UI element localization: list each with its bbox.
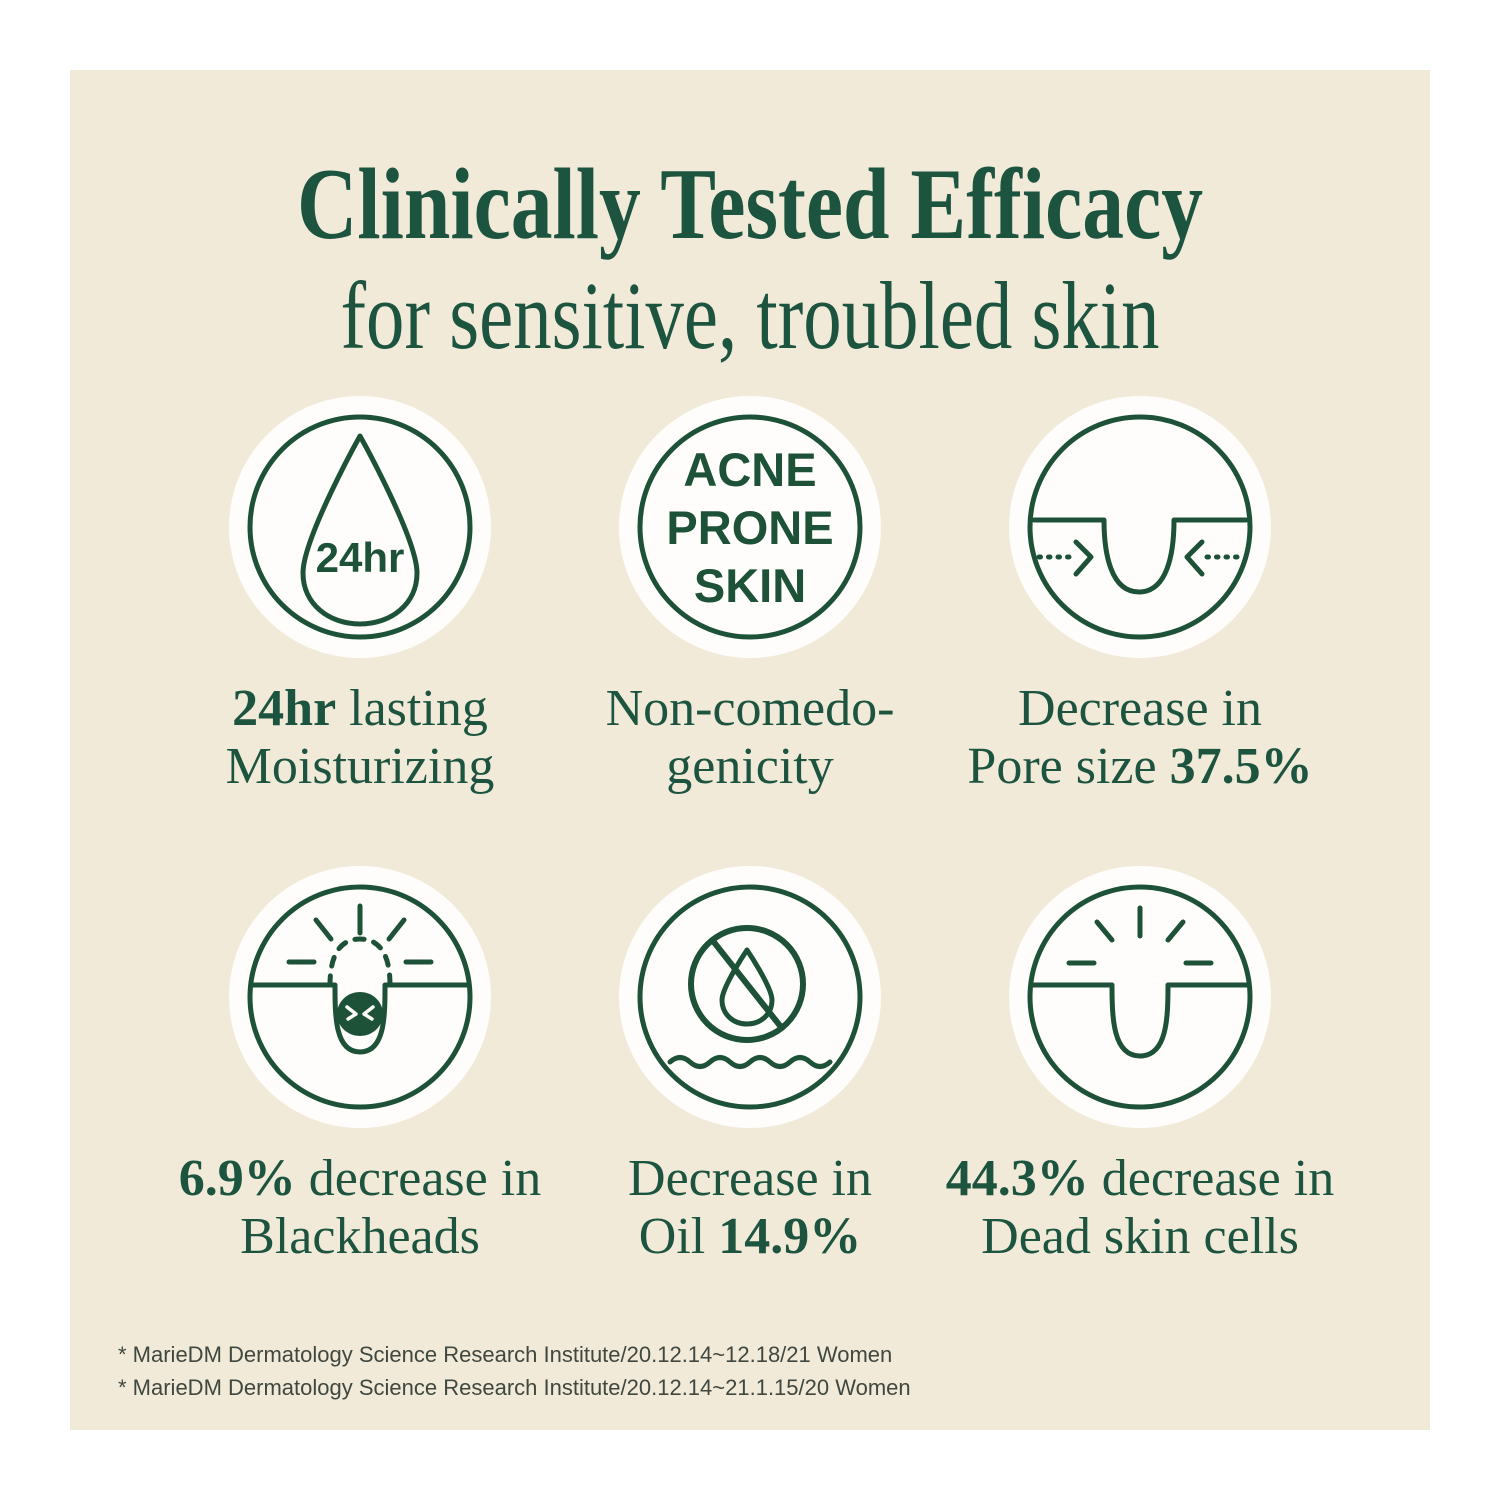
- blackhead-in-pore-icon: [229, 866, 491, 1128]
- caption-line: Moisturizing: [226, 738, 495, 796]
- caption-line: 24hr lasting: [226, 680, 495, 738]
- clean-pore-rays-icon: [1009, 866, 1271, 1128]
- caption-bold-text: 24hr: [232, 680, 337, 737]
- caption-line: Decrease in: [628, 1150, 872, 1208]
- caption-text: Non-comedo-: [605, 680, 895, 737]
- footnote-line-1: * MarieDM Dermatology Science Research I…: [118, 1342, 893, 1367]
- caption-text: Blackheads: [240, 1208, 480, 1265]
- skin-label: SKIN: [694, 559, 806, 612]
- title-subtitle: for sensitive, troubled skin: [340, 262, 1160, 369]
- 24hr-label: 24hr: [316, 534, 405, 581]
- benefit-row-2: 6.9% decrease in Blackheads Decrease in …: [170, 866, 1334, 1266]
- benefit-caption: 24hr lasting Moisturizing: [226, 680, 495, 796]
- caption-bold-text: 14.9%: [718, 1208, 862, 1265]
- caption-text: lasting: [336, 680, 488, 737]
- acne-label: ACNE: [683, 443, 816, 496]
- title-main: Clinically Tested Efficacy: [296, 148, 1204, 261]
- caption-line: 6.9% decrease in: [179, 1150, 541, 1208]
- caption-text: Pore size: [967, 738, 1170, 795]
- benefit-dead-skin-cells: 44.3% decrease in Dead skin cells: [946, 866, 1334, 1266]
- benefit-caption: Decrease in Oil 14.9%: [628, 1150, 872, 1266]
- acne-prone-skin-badge-icon: ACNE PRONE SKIN: [619, 396, 881, 658]
- caption-line: Non-comedo-: [606, 680, 895, 738]
- no-oil-drop-icon: [619, 866, 881, 1128]
- prone-label: PRONE: [666, 501, 833, 554]
- benefit-caption: Decrease in Pore size 37.5%: [967, 680, 1312, 796]
- benefit-caption: Non-comedo- genicity: [606, 680, 895, 796]
- benefit-pore-size: Decrease in Pore size 37.5%: [950, 396, 1330, 796]
- page-title: Clinically Tested Efficacy for sensitive…: [70, 154, 1430, 364]
- caption-line: Oil 14.9%: [628, 1208, 872, 1266]
- benefit-row-1: 24hr 24hr lasting Moisturizing ACNE PRON…: [170, 396, 1330, 796]
- caption-text: Decrease in: [1018, 680, 1262, 737]
- caption-text: Dead skin cells: [981, 1208, 1299, 1265]
- caption-line: 44.3% decrease in: [946, 1150, 1334, 1208]
- caption-line: Blackheads: [179, 1208, 541, 1266]
- benefit-caption: 6.9% decrease in Blackheads: [179, 1150, 541, 1266]
- caption-line: genicity: [606, 738, 895, 796]
- benefit-blackheads: 6.9% decrease in Blackheads: [170, 866, 550, 1266]
- caption-line: Dead skin cells: [946, 1208, 1334, 1266]
- caption-bold-text: 37.5%: [1169, 738, 1313, 795]
- caption-bold-text: 44.3%: [945, 1150, 1089, 1207]
- benefit-caption: 44.3% decrease in Dead skin cells: [946, 1150, 1334, 1266]
- benefit-non-comedogenicity: ACNE PRONE SKIN Non-comedo- genicity: [560, 396, 940, 796]
- pore-shrinking-arrows-icon: [1009, 396, 1271, 658]
- footnote-line-2: * MarieDM Dermatology Science Research I…: [118, 1375, 911, 1400]
- caption-text: genicity: [666, 738, 834, 795]
- benefit-oil: Decrease in Oil 14.9%: [560, 866, 940, 1266]
- caption-text: Decrease in: [628, 1150, 872, 1207]
- benefit-moisturizing: 24hr 24hr lasting Moisturizing: [170, 396, 550, 796]
- water-drop-24hr-icon: 24hr: [229, 396, 491, 658]
- caption-line: Decrease in: [967, 680, 1312, 738]
- caption-line: Pore size 37.5%: [967, 738, 1312, 796]
- footnotes: * MarieDM Dermatology Science Research I…: [118, 1338, 911, 1404]
- caption-text: Oil: [638, 1208, 719, 1265]
- caption-bold-text: 6.9%: [178, 1150, 296, 1207]
- caption-text: Moisturizing: [225, 738, 495, 795]
- infographic-panel: Clinically Tested Efficacy for sensitive…: [70, 70, 1430, 1430]
- caption-text: decrease in: [1088, 1150, 1335, 1207]
- caption-text: decrease in: [295, 1150, 542, 1207]
